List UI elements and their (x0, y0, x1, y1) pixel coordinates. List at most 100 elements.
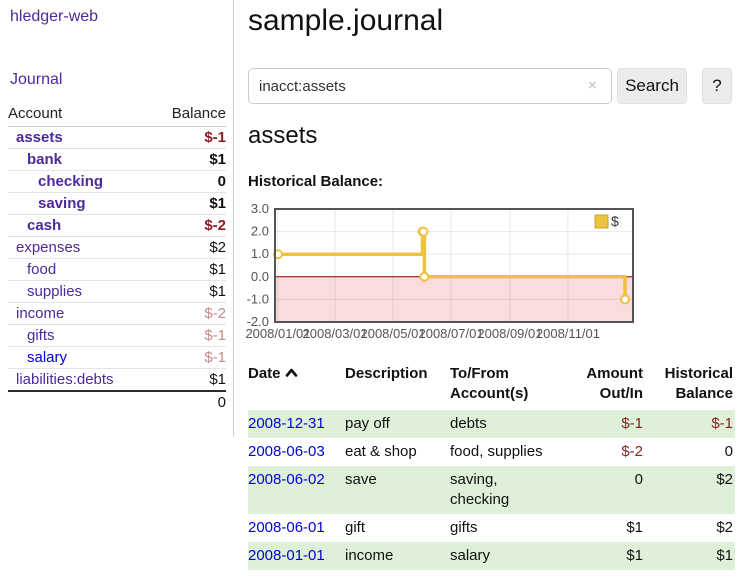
txn-header-accounts: To/From Account(s) (450, 365, 529, 402)
y-tick-label: 3.0 (251, 201, 269, 216)
search-input[interactable] (248, 68, 612, 104)
account-balance: $-1 (152, 324, 226, 347)
txn-header-description: Description (345, 365, 428, 382)
account-row: food $1 (8, 258, 226, 281)
account-balance: $-2 (152, 302, 226, 325)
x-tick-label: 2008/11/01 (536, 326, 600, 341)
account-link-assets[interactable]: assets (16, 129, 63, 146)
transaction-date-link[interactable]: 2008-12-31 (248, 415, 325, 432)
account-balance: $-1 (204, 129, 226, 146)
account-link-cash[interactable]: cash (27, 217, 62, 234)
account-link-saving[interactable]: saving (38, 195, 86, 212)
txn-header-amount: Amount Out/In (586, 365, 643, 402)
transaction-row: 2008-06-02 save saving, checking 0 $2 (248, 466, 735, 514)
x-tick-label: 2008/07/01 (418, 326, 483, 341)
account-heading: assets (248, 122, 318, 149)
transaction-accounts: salary (450, 542, 560, 570)
plot-border (274, 208, 634, 323)
transaction-accounts: gifts (450, 519, 478, 536)
accounts-header-account: Account (8, 103, 153, 127)
help-button[interactable]: ? (702, 68, 732, 104)
page-title: sample.journal (248, 4, 444, 37)
transaction-balance: 0 (724, 443, 733, 460)
transaction-date-link[interactable]: 2008-06-02 (248, 471, 325, 488)
sidebar-divider (233, 0, 234, 437)
x-tick-label: 2008/05/01 (360, 326, 425, 341)
x-tick-label: 2008/03/01 (303, 326, 368, 341)
txn-header-date[interactable]: Date (248, 362, 345, 410)
transaction-row: 2008-06-01 gift gifts $1 $2 (248, 514, 735, 542)
transaction-description: save (345, 466, 450, 514)
transaction-balance: $2 (645, 466, 735, 514)
data-point-marker (620, 294, 630, 305)
account-link-expenses[interactable]: expenses (16, 239, 81, 256)
account-balance: $-2 (152, 214, 226, 237)
transaction-date-link[interactable]: 2008-06-01 (248, 519, 325, 536)
transaction-amount: $-2 (621, 443, 643, 460)
chart-canvas: $3.0 2.0 1.0 0.0 -1.0 -2.02008/01/012008/03/0… (245, 201, 634, 341)
transaction-amount: $-1 (560, 410, 645, 438)
y-tick-label: 1.0 (251, 246, 269, 261)
historical-balance-chart: $3.0 2.0 1.0 0.0 -1.0 -2.0 2008/01/01 2008/03/0… (244, 200, 742, 345)
account-balance: 0 (152, 170, 226, 193)
txn-header-balance: Historical Balance (664, 365, 733, 402)
nav-journal-link[interactable]: Journal (10, 71, 63, 88)
accounts-header-balance: Balance (152, 103, 226, 127)
search-button[interactable]: Search (617, 68, 687, 104)
accounts-total-value: 0 (152, 390, 226, 413)
transaction-date-link[interactable]: 2008-01-01 (248, 547, 325, 564)
account-row: gifts $-1 (8, 324, 226, 347)
data-point-marker (419, 271, 430, 282)
sort-ascending-icon (285, 364, 298, 384)
account-balance: $1 (152, 368, 226, 391)
transaction-row: 2008-12-31 pay off debts $-1 $-1 (248, 410, 735, 438)
account-row: expenses $2 (8, 236, 226, 259)
y-tick-label: 0.0 (251, 269, 269, 284)
transaction-row: 2008-06-03 eat & shop food, supplies $-2 0 (248, 438, 735, 466)
account-balance: $2 (152, 236, 226, 259)
account-link-bank[interactable]: bank (27, 151, 63, 168)
accounts-table: Account Balance assets $-1 bank $1 checking 0… (8, 103, 226, 413)
chart-title: Historical Balance: (248, 173, 384, 190)
transaction-balance: $1 (645, 542, 735, 570)
account-row: supplies $1 (8, 280, 226, 303)
transaction-row: 2008-01-01 income salary $1 $1 (248, 542, 735, 570)
account-row: assets $-1 (8, 127, 226, 149)
account-row: income $-2 (8, 302, 226, 325)
account-link-salary[interactable]: salary (27, 349, 68, 366)
transaction-accounts: food, supplies (450, 443, 543, 460)
negative-region (275, 276, 633, 322)
legend-swatch (594, 214, 609, 229)
transaction-amount: $1 (626, 519, 643, 536)
transaction-description: income (345, 542, 450, 570)
transaction-description: gift (345, 519, 366, 536)
y-tick-label: 2.0 (251, 224, 269, 239)
x-tick-label: 2008/09/01 (477, 326, 542, 341)
transactions-table: Date Description To/From Account(s) Amou… (248, 362, 735, 570)
transaction-accounts: saving, checking (450, 466, 560, 514)
transaction-amount: 0 (560, 466, 645, 514)
transaction-balance: $-1 (645, 410, 735, 438)
x-tick-label: 2008/01/01 (245, 326, 310, 341)
account-link-food[interactable]: food (27, 261, 57, 278)
app-title-link[interactable]: hledger-web (10, 8, 99, 25)
account-link-supplies[interactable]: supplies (27, 283, 83, 300)
data-point-marker (418, 226, 429, 237)
account-row: salary $-1 (8, 346, 226, 369)
account-balance: $1 (152, 192, 226, 215)
transaction-date-link[interactable]: 2008-06-03 (248, 443, 325, 460)
account-balance: $1 (152, 148, 226, 171)
account-balance: $1 (152, 280, 226, 303)
account-link-liabilities-debts[interactable]: liabilities:debts (16, 371, 114, 388)
transaction-accounts: debts (450, 410, 560, 438)
account-row: saving $1 (8, 192, 226, 215)
clear-search-icon[interactable]: × (588, 77, 597, 94)
account-row: cash $-2 (8, 214, 226, 237)
y-tick-label: -1.0 (247, 291, 269, 306)
account-row: liabilities:debts $1 (8, 368, 226, 391)
y-tick-label: -2.0 (247, 314, 269, 329)
account-link-income[interactable]: income (16, 305, 65, 322)
account-link-checking[interactable]: checking (38, 173, 104, 190)
account-link-gifts[interactable]: gifts (27, 327, 55, 344)
